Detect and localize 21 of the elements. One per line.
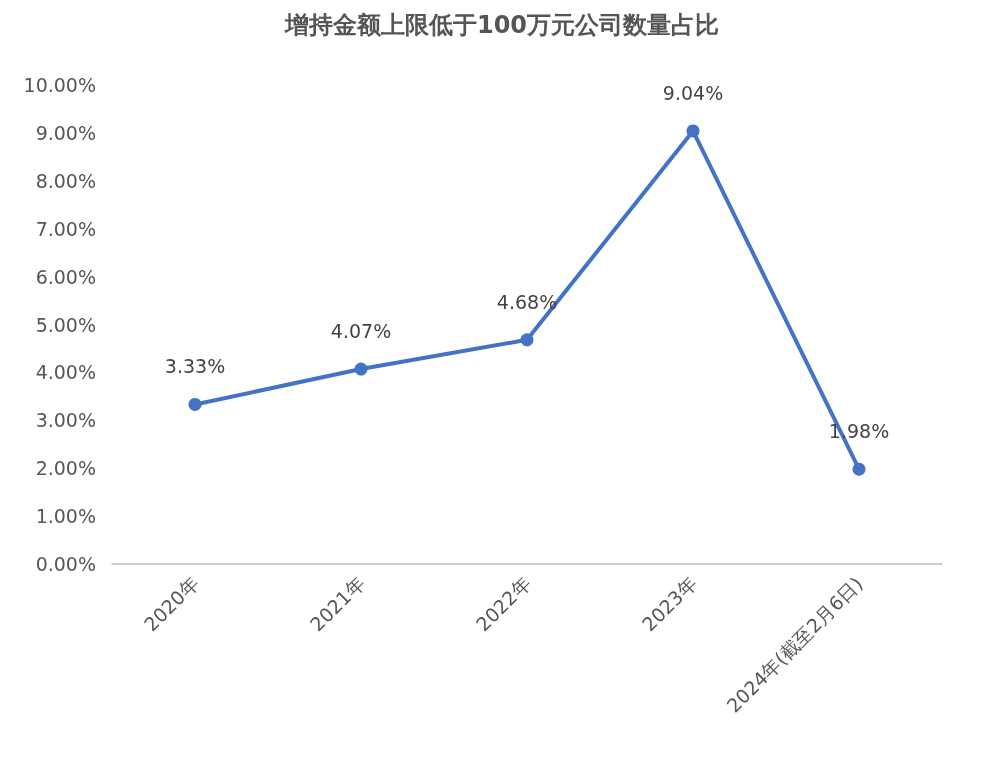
y-tick-label: 4.00% [35, 361, 96, 384]
y-tick-label: 1.00% [35, 505, 96, 528]
y-tick-label: 2.00% [35, 457, 96, 480]
chart-title: 增持金额上限低于100万元公司数量占比 [283, 11, 720, 39]
data-label: 4.07% [330, 320, 392, 343]
y-tick-label: 6.00% [35, 265, 96, 288]
point [852, 462, 866, 476]
y-tick-label: 9.00% [35, 121, 96, 144]
y-tick-label: 10.00% [23, 74, 96, 96]
point [188, 398, 202, 411]
point [354, 362, 368, 376]
data-label: 9.04% [662, 81, 724, 104]
data-label: 3.33% [164, 355, 226, 378]
point [686, 124, 700, 138]
point [520, 333, 534, 347]
data-label: 4.68% [496, 290, 558, 313]
y-tick-label: 3.00% [35, 409, 96, 432]
y-tick-label: 8.00% [35, 169, 96, 192]
y-tick-label: 5.00% [35, 313, 96, 336]
y-tick-label: 7.00% [35, 217, 96, 240]
y-tick-label: 0.00% [35, 553, 96, 575]
